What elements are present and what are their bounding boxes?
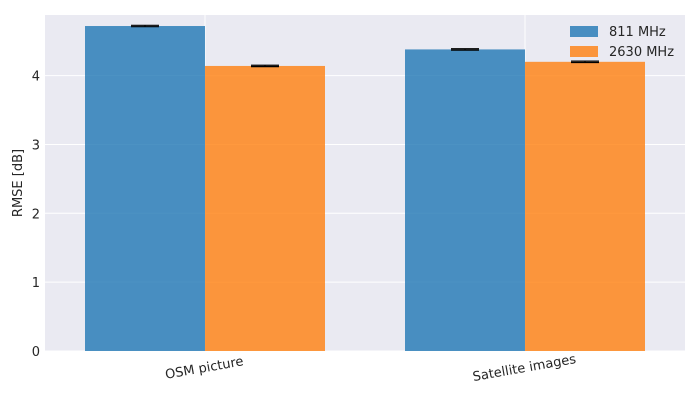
bar — [85, 26, 205, 352]
error-bars — [131, 24, 599, 68]
legend-swatch — [570, 26, 598, 37]
x-tick-label: OSM picture — [164, 354, 245, 383]
x-tick-label: Satellite images — [472, 352, 578, 385]
y-tick-label: 1 — [32, 276, 40, 291]
legend-swatch — [570, 46, 598, 57]
y-tick-label: 0 — [32, 345, 40, 360]
y-axis-ticks: 0 1 2 3 4 — [32, 70, 40, 360]
bar — [205, 65, 325, 352]
bars — [85, 26, 645, 352]
legend: 811 MHz 2630 MHz — [570, 25, 674, 60]
y-tick-label: 4 — [32, 70, 40, 85]
legend-label: 811 MHz — [609, 25, 666, 40]
y-tick-label: 2 — [32, 207, 40, 222]
x-axis-ticks: OSM picture Satellite images — [164, 352, 577, 385]
y-axis-label: RMSE [dB] — [11, 149, 26, 217]
y-tick-label: 3 — [32, 138, 40, 153]
bar — [525, 61, 645, 351]
legend-label: 2630 MHz — [609, 45, 674, 60]
bar — [405, 49, 525, 351]
